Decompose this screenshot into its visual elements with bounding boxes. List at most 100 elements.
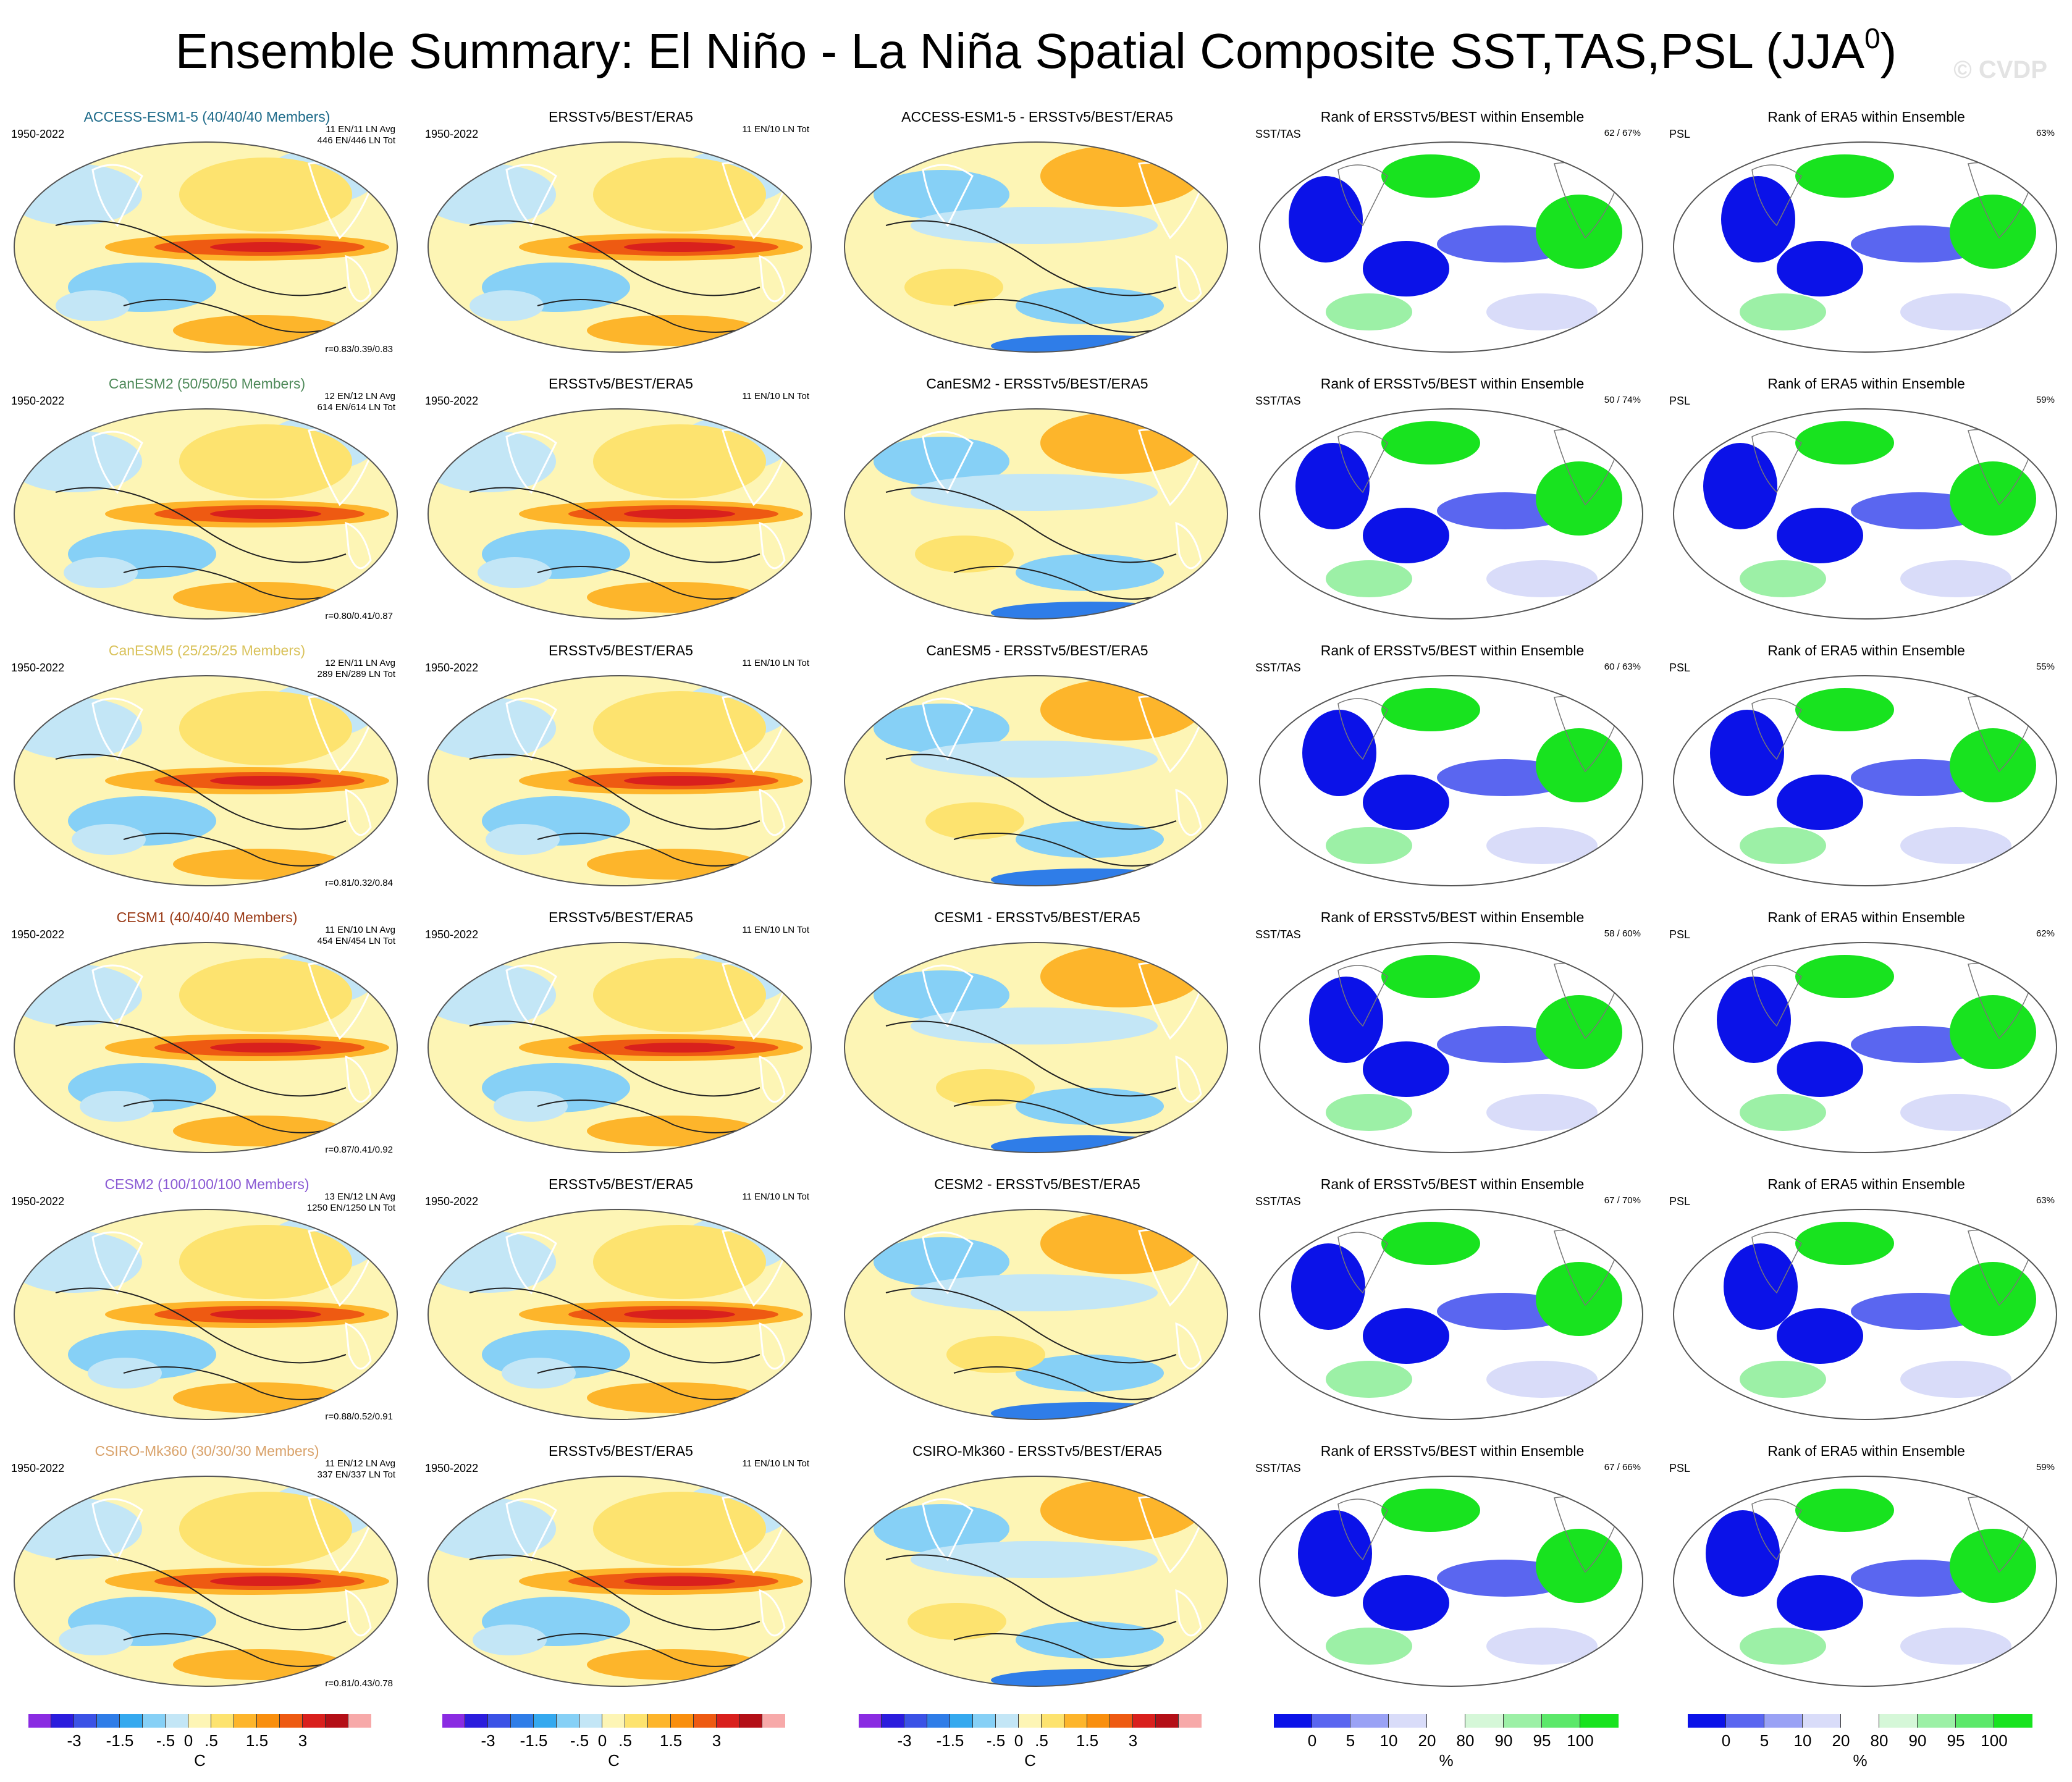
colorbar-swatch <box>1956 1714 1994 1728</box>
colorbar-swatch <box>234 1714 257 1728</box>
colorbar-swatch <box>927 1714 950 1728</box>
low-rank-region <box>1363 1308 1449 1364</box>
colorbar-swatch <box>74 1714 97 1728</box>
model-row: CESM1 (40/40/40 Members) 1950-2022 11 EN/1… <box>0 902 2072 1169</box>
colorbar-swatch <box>1312 1714 1350 1728</box>
rank-map <box>1259 942 1643 1153</box>
pattern-correlation: r=0.83/0.39/0.83 <box>325 344 393 355</box>
event-avg: 13 EN/12 LN Avg <box>324 1192 395 1202</box>
warm-anomaly-region <box>904 269 1003 306</box>
colorbar <box>28 1714 371 1728</box>
colorbar-tick-label: -1.5 <box>106 1731 134 1750</box>
variable-tag: PSL <box>1669 395 1691 407</box>
low-rank-region <box>1900 293 2011 330</box>
difference-panel: CanESM5 - ERSSTv5/BEST/ERA5 <box>830 636 1244 902</box>
year-range: 1950-2022 <box>11 1462 65 1474</box>
colorbar-swatch <box>950 1714 973 1728</box>
colorbar-swatch <box>1042 1714 1064 1728</box>
map-border <box>844 1209 1228 1420</box>
obs-panel-title: ERSSTv5/BEST/ERA5 <box>549 1176 693 1192</box>
diff-panel-title: ACCESS-ESM1-5 - ERSSTv5/BEST/ERA5 <box>901 109 1173 125</box>
high-rank-region <box>1381 955 1480 998</box>
colorbar-tick-label: 100 <box>1981 1731 2008 1750</box>
warm-anomaly-region <box>593 158 766 232</box>
colorbar-tick-label: 0 <box>1014 1731 1024 1750</box>
diff-panel-title: CESM2 - ERSSTv5/BEST/ERA5 <box>934 1176 1140 1192</box>
event-total: 614 EN/614 LN Tot <box>317 402 395 413</box>
high-rank-region <box>1381 154 1480 198</box>
year-range: 1950-2022 <box>11 1195 65 1208</box>
high-rank-region <box>1950 195 2036 269</box>
event-total: 289 EN/289 LN Tot <box>317 669 395 679</box>
cool-anomaly-region <box>494 1091 568 1122</box>
colorbar <box>859 1714 1202 1728</box>
low-rank-region <box>1717 977 1791 1063</box>
colorbar-swatch <box>1274 1714 1312 1728</box>
colorbar-tick-label: 5 <box>1759 1731 1769 1750</box>
colorbar-tick-label: 20 <box>1832 1731 1850 1750</box>
rank-percent: 63% <box>2036 128 2055 138</box>
event-total: 454 EN/454 LN Tot <box>317 936 395 946</box>
low-rank-region <box>1900 560 2011 597</box>
colorbar-tick-label: -3 <box>481 1731 495 1750</box>
low-rank-region <box>1777 1308 1863 1364</box>
colorbar-swatch <box>442 1714 465 1728</box>
low-rank-region <box>1777 508 1863 563</box>
low-rank-region <box>1900 827 2011 864</box>
high-rank-region <box>1950 1262 2036 1336</box>
rank-map <box>1673 408 2057 620</box>
observed-composite-panel: ERSSTv5/BEST/ERA5 1950-2022 11 EN/10 LN To… <box>414 1436 828 1703</box>
year-range: 1950-2022 <box>425 662 479 674</box>
cool-anomaly-region <box>56 290 130 321</box>
rank-psl-title: Rank of ERA5 within Ensemble <box>1767 909 1965 925</box>
difference-panel: CESM2 - ERSSTv5/BEST/ERA5 <box>830 1169 1244 1436</box>
model-row: CanESM2 (50/50/50 Members) 1950-2022 12 EN… <box>0 369 2072 636</box>
colorbar-tick-label: -3 <box>897 1731 912 1750</box>
colorbar-unit: C <box>194 1751 206 1770</box>
warm-anomaly-region <box>936 1069 1035 1106</box>
map-border <box>1673 1476 2057 1687</box>
rank-percent: 67 / 70% <box>1604 1195 1641 1206</box>
model-panel-title: ACCESS-ESM1-5 (40/40/40 Members) <box>83 109 331 125</box>
model-map <box>14 408 398 620</box>
high-rank-region <box>1326 560 1412 597</box>
cool-anomaly-region <box>911 474 1158 511</box>
colorbar-swatch <box>511 1714 534 1728</box>
colorbar-tick-label: 95 <box>1533 1731 1551 1750</box>
cool-anomaly-region <box>911 741 1158 778</box>
colorbar-swatch <box>671 1714 694 1728</box>
colorbar-tick-label: 0 <box>1307 1731 1317 1750</box>
obs-map <box>427 1476 812 1687</box>
model-composite-panel: CESM2 (100/100/100 Members) 1950-2022 13 E… <box>0 1169 414 1436</box>
map-border <box>427 675 812 886</box>
high-rank-region <box>1950 728 2036 802</box>
obs-event-total: 11 EN/10 LN Tot <box>742 124 809 135</box>
rank-percent: 55% <box>2036 662 2055 672</box>
rank-sst-panel: Rank of ERSSTv5/BEST within Ensemble SST/… <box>1245 902 1659 1169</box>
high-rank-region <box>1536 728 1622 802</box>
high-rank-region <box>1950 461 2036 536</box>
obs-event-total: 11 EN/10 LN Tot <box>742 925 809 935</box>
event-avg: 11 EN/10 LN Avg <box>325 925 395 935</box>
colorbar-swatch <box>1427 1714 1465 1728</box>
rank-sst-panel: Rank of ERSSTv5/BEST within Ensemble SST/… <box>1245 1436 1659 1703</box>
observed-composite-panel: ERSSTv5/BEST/ERA5 1950-2022 11 EN/10 LN To… <box>414 369 828 636</box>
variable-tag: PSL <box>1669 662 1691 674</box>
colorbar-swatch <box>534 1714 557 1728</box>
cool-anomaly-region <box>1016 1088 1164 1125</box>
colorbar-swatch <box>1465 1714 1504 1728</box>
cool-anomaly-region <box>486 824 560 855</box>
year-range: 1950-2022 <box>425 128 479 140</box>
difference-panel: CanESM2 - ERSSTv5/BEST/ERA5 <box>830 369 1244 636</box>
diff-panel-title: CanESM2 - ERSSTv5/BEST/ERA5 <box>926 376 1148 392</box>
event-total: 337 EN/337 LN Tot <box>317 1469 395 1480</box>
difference-panel: CESM1 - ERSSTv5/BEST/ERA5 <box>830 902 1244 1169</box>
high-rank-region <box>1326 1094 1412 1131</box>
colorbar-tick-label: 3 <box>298 1731 308 1750</box>
low-rank-region <box>1302 710 1376 796</box>
variable-tag: SST/TAS <box>1255 662 1301 674</box>
cool-anomaly-region <box>874 1504 1009 1553</box>
warm-anomaly-region <box>624 1576 735 1586</box>
high-rank-region <box>1536 195 1622 269</box>
model-map <box>14 675 398 886</box>
